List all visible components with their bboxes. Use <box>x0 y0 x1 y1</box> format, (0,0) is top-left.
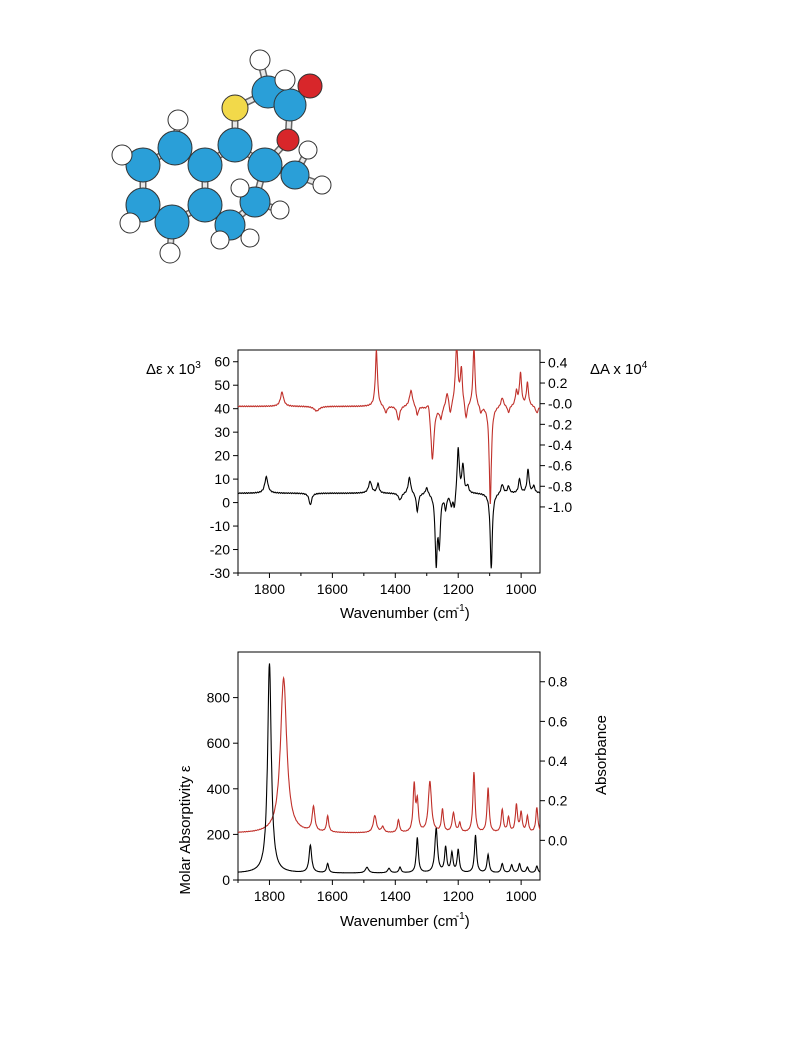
atom-h <box>270 200 290 220</box>
y-tick-label-right: -0.2 <box>548 416 572 432</box>
x-tick-label: 1000 <box>506 581 537 597</box>
spectrum-red <box>238 350 540 505</box>
y-tick-label-right: -0.8 <box>548 478 572 494</box>
y-tick-label-right: 0.6 <box>548 713 568 729</box>
atom-h <box>167 109 189 131</box>
y-tick-label-left: -10 <box>210 518 230 534</box>
x-axis-label-close: ) <box>465 913 470 930</box>
atom-c <box>157 130 193 166</box>
atom-c <box>154 204 190 240</box>
spectrum-black <box>238 447 540 569</box>
atom-o <box>297 73 323 99</box>
plot-frame <box>237 349 541 574</box>
y-tick-label-left: 600 <box>207 735 231 751</box>
spectrum-red <box>238 675 540 834</box>
atom-h <box>159 242 181 264</box>
x-tick-label: 1200 <box>443 888 474 904</box>
y-tick-label-left: 50 <box>214 377 230 393</box>
x-tick-label: 1800 <box>254 888 285 904</box>
vcd-chart: 1800 1600 1400 1200 1000 60 50 40 30 20 10 0 -10 -20 -… <box>146 349 648 622</box>
ir-chart: 1800 1600 1400 1200 1000 800 600 400 200 0 0.8 0.6 0… <box>177 651 610 930</box>
atom-c <box>125 187 161 223</box>
x-axis-label-sup: -1 <box>456 603 465 614</box>
spectrum-black <box>238 663 540 874</box>
y-axis-label-right: Absorbance <box>593 715 610 795</box>
atom-h <box>210 230 230 250</box>
x-axis-label-close: ) <box>465 605 470 622</box>
y-axis-label-right-sup: 4 <box>642 360 648 371</box>
x-tick-label: 1000 <box>506 888 537 904</box>
plot-frame <box>237 651 541 881</box>
atom-h <box>249 49 271 71</box>
atom-o <box>276 128 300 152</box>
y-axis-label-right: ΔA x 104 <box>590 360 648 378</box>
y-tick-label-left: 0 <box>222 495 230 511</box>
x-axis-label: Wavenumber (cm-1) <box>340 911 470 930</box>
y-tick-label-right: 0.4 <box>548 354 568 370</box>
atom-c <box>217 127 253 163</box>
atom-c <box>247 147 283 183</box>
y-tick-label-right: 0.8 <box>548 674 568 690</box>
y-tick-label-right: 0.4 <box>548 753 568 769</box>
y-axis-label-left: Δε x 103 <box>146 360 201 378</box>
x-tick-label: 1400 <box>380 888 411 904</box>
y-tick-label-left: 60 <box>214 354 230 370</box>
atom-h <box>230 178 250 198</box>
y-tick-label-left: -20 <box>210 542 230 558</box>
x-tick-label: 1200 <box>443 581 474 597</box>
y-tick-label-right: 0.0 <box>548 832 568 848</box>
x-tick-label: 1600 <box>317 581 348 597</box>
atom-s <box>221 94 249 122</box>
y-axis-label-left: Molar Absorptivity ε <box>177 765 194 895</box>
y-tick-label-left: 10 <box>214 471 230 487</box>
atom-h <box>312 175 332 195</box>
y-tick-label-right: 0.2 <box>548 793 568 809</box>
x-axis-label-sup: -1 <box>456 911 465 922</box>
y-tick-label-left: 800 <box>207 690 231 706</box>
x-tick-label: 1600 <box>317 888 348 904</box>
x-tick-label: 1400 <box>380 581 411 597</box>
y-tick-label-right: -1.0 <box>548 499 572 515</box>
y-tick-label-right: -0.0 <box>548 396 572 412</box>
atoms <box>111 49 332 264</box>
atom-h <box>298 140 318 160</box>
y-tick-label-right: 0.2 <box>548 375 568 391</box>
atom-c <box>125 147 161 183</box>
atom-c <box>187 147 223 183</box>
atom-h <box>111 144 133 166</box>
y-axis-label-left-sup: 3 <box>195 360 201 371</box>
y-tick-label-left: 40 <box>214 401 230 417</box>
y-tick-label-left: 30 <box>214 424 230 440</box>
x-tick-label: 1800 <box>254 581 285 597</box>
y-tick-label-left: 400 <box>207 781 231 797</box>
atom-c <box>280 160 310 190</box>
y-tick-label-right: -0.4 <box>548 437 572 453</box>
y-tick-label-left: 200 <box>207 826 231 842</box>
atom-c <box>239 186 271 218</box>
x-axis-label: Wavenumber (cm-1) <box>340 603 470 622</box>
y-tick-label-left: -30 <box>210 565 230 581</box>
molecule-model <box>111 49 332 264</box>
atom-h <box>274 69 296 91</box>
y-tick-label-right: -0.6 <box>548 458 572 474</box>
atom-h <box>119 212 141 234</box>
y-tick-label-left: 20 <box>214 448 230 464</box>
atom-h <box>240 228 260 248</box>
y-tick-label-left: 0 <box>222 872 230 888</box>
atom-c <box>187 187 223 223</box>
